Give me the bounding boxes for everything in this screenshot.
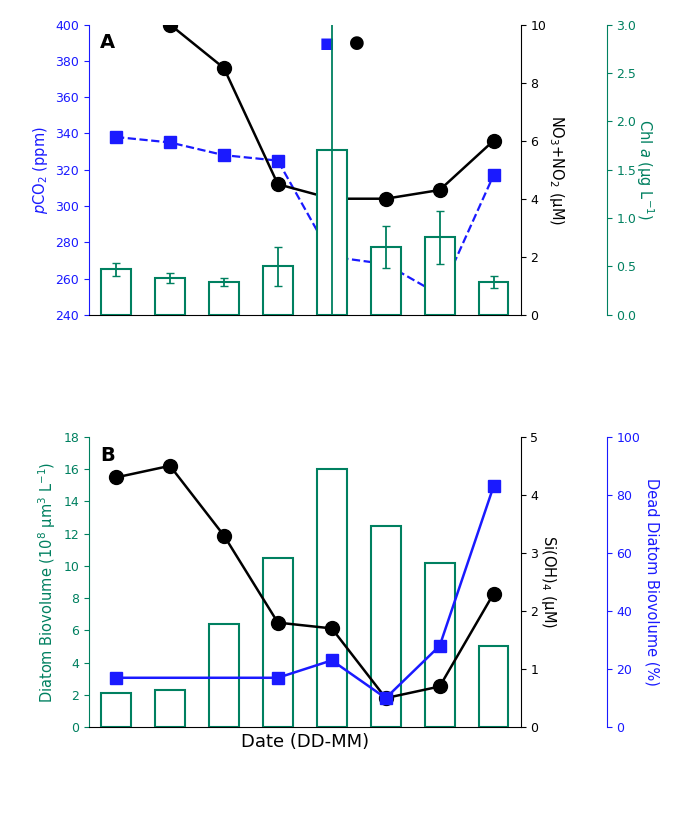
Bar bbox=[155, 690, 185, 727]
Y-axis label: Diatom Biovolume (10$^8$ μm$^3$ L$^{-1}$): Diatom Biovolume (10$^8$ μm$^3$ L$^{-1}$… bbox=[36, 462, 58, 703]
Y-axis label: Dead Diatom Biovolume (%): Dead Diatom Biovolume (%) bbox=[645, 478, 660, 686]
Text: B: B bbox=[100, 445, 114, 465]
Bar bbox=[371, 525, 401, 727]
Bar bbox=[425, 238, 455, 315]
Y-axis label: $p$CO$_2$ (ppm): $p$CO$_2$ (ppm) bbox=[31, 126, 50, 213]
Bar bbox=[263, 558, 292, 727]
Text: ■: ■ bbox=[319, 36, 334, 51]
X-axis label: Date (DD-MM): Date (DD-MM) bbox=[240, 733, 369, 751]
Y-axis label: Si(OH)$_4$ (μM): Si(OH)$_4$ (μM) bbox=[539, 535, 558, 628]
Bar bbox=[209, 624, 239, 727]
Bar bbox=[371, 247, 401, 315]
Bar bbox=[317, 150, 347, 315]
Text: ●: ● bbox=[349, 33, 364, 51]
Bar bbox=[263, 266, 292, 315]
Bar bbox=[209, 282, 239, 315]
Bar bbox=[155, 278, 185, 315]
Bar bbox=[425, 563, 455, 727]
Bar bbox=[479, 646, 508, 727]
Bar bbox=[101, 694, 131, 727]
Bar bbox=[479, 282, 508, 315]
Bar bbox=[101, 270, 131, 315]
Text: A: A bbox=[100, 33, 115, 52]
Bar bbox=[317, 469, 347, 727]
Y-axis label: Chl $a$ (μg L$^{-1}$): Chl $a$ (μg L$^{-1}$) bbox=[634, 119, 656, 220]
Y-axis label: NO$_3$+NO$_2$ (μM): NO$_3$+NO$_2$ (μM) bbox=[547, 114, 566, 225]
